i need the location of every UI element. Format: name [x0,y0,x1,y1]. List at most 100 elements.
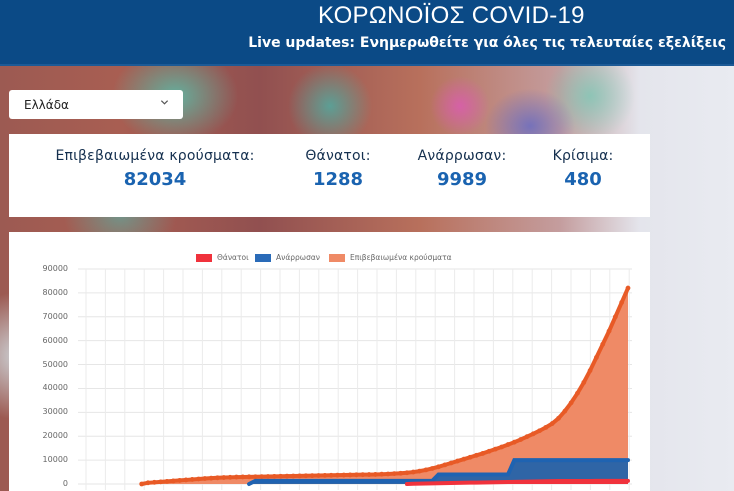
data-point [619,300,625,305]
y-tick-label: 10000 [42,455,68,465]
data-point [537,428,542,434]
data-point [587,368,593,373]
data-point [480,451,486,456]
data-point [227,474,233,480]
data-point [221,475,227,480]
data-point [518,437,524,442]
data-point [410,469,416,475]
stat-deaths-value: 1288 [312,169,364,190]
data-point [196,476,201,482]
data-point [309,473,315,479]
data-point [290,473,296,479]
y-tick-label: 90000 [42,264,68,273]
data-point [455,458,460,464]
stat-recovered-value: 9989 [436,169,488,190]
data-point [474,452,479,458]
data-point [429,466,435,471]
data-point [139,481,145,487]
stat-confirmed-label: Επιβεβαιωμένα κρούσματα: [55,148,255,164]
y-tick-label: 70000 [42,311,68,321]
data-point [594,354,599,360]
data-point [151,479,157,485]
stat-critical-label: Κρίσιμα: [552,148,614,164]
data-point [568,400,574,406]
y-tick-label: 60000 [42,335,68,345]
data-point [404,470,410,476]
data-point [556,415,561,421]
data-point [183,477,189,483]
data-point [581,380,587,385]
legend-swatch-recovered [255,253,271,262]
data-point [341,472,347,478]
data-point [442,462,448,468]
page-title: ΚΟΡΩΝΟΪΟΣ COVID-19 [318,2,585,29]
data-point [252,474,258,480]
data-point [170,478,176,484]
data-point [600,341,606,347]
series-line [404,478,630,486]
page-subtitle: Live updates: Ενημερωθείτε για όλες τις … [248,35,726,51]
data-point [612,314,618,320]
data-point [606,328,612,334]
y-tick-label: 40000 [42,383,68,393]
stat-recovered: Ανάρρωσαν: 9989 [407,148,517,190]
series-line [247,458,630,486]
data-point [354,472,359,478]
data-point [575,390,580,396]
data-point [398,470,404,476]
data-point [189,477,195,482]
data-point [391,471,397,477]
legend-item-deaths[interactable]: Θάνατοι [196,253,249,262]
data-point [284,473,290,479]
y-tick-label: 30000 [42,407,68,417]
data-point [202,476,208,481]
data-point [423,467,429,473]
data-point [271,473,277,479]
data-point [530,431,536,437]
data-point [511,439,517,445]
legend-swatch-deaths [196,253,212,262]
series-area [141,288,628,484]
data-point [549,421,555,426]
country-select-value: Ελλάδα [24,97,69,112]
data-point [265,474,271,479]
data-point [360,472,366,478]
data-point [417,468,422,474]
data-point [145,480,151,486]
data-point [335,472,340,478]
data-point [278,473,284,479]
data-point [328,472,334,478]
data-point [234,474,239,480]
data-point [467,454,473,460]
data-point [448,460,454,466]
data-point [461,456,467,462]
data-point [164,478,170,484]
data-point [158,479,164,485]
data-point [316,473,321,478]
stat-deaths-label: Θάνατοι: [305,148,371,164]
data-point [492,446,498,452]
data-point [625,285,631,291]
stat-critical: Κρίσιμα: 480 [539,148,627,190]
legend-item-confirmed[interactable]: Επιβεβαιωμένα κρούσματα [329,253,452,262]
country-select[interactable]: Ελλάδα [9,90,183,119]
data-point [524,434,530,440]
y-tick-label: 80000 [42,287,68,297]
legend-label-recovered: Ανάρρωσαν [276,253,320,262]
chevron-down-icon [160,100,169,105]
y-tick-label: 50000 [42,359,68,369]
data-point [505,442,511,447]
data-point [246,474,252,480]
y-tick-label: 0 [62,479,68,488]
data-point [562,408,568,414]
data-point [208,475,214,481]
legend-swatch-confirmed [329,253,345,262]
series-area [249,460,629,484]
chart-legend: Θάνατοι Ανάρρωσαν Επιβεβαιωμένα κρούσματ… [0,253,734,265]
legend-item-recovered[interactable]: Ανάρρωσαν [255,253,320,262]
stats-card: Επιβεβαιωμένα κρούσματα: 82034 Θάνατοι: … [9,134,650,217]
data-point [347,472,353,478]
legend-label-confirmed: Επιβεβαιωμένα κρούσματα [350,253,452,262]
data-point [486,448,492,454]
